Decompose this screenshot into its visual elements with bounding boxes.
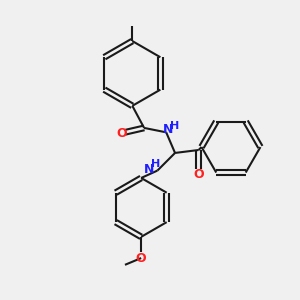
Text: O: O: [136, 252, 146, 265]
Text: O: O: [193, 168, 204, 181]
Text: H: H: [170, 121, 179, 131]
Text: O: O: [117, 127, 127, 140]
Text: N: N: [163, 124, 173, 136]
Text: H: H: [151, 159, 160, 169]
Text: N: N: [144, 163, 154, 176]
